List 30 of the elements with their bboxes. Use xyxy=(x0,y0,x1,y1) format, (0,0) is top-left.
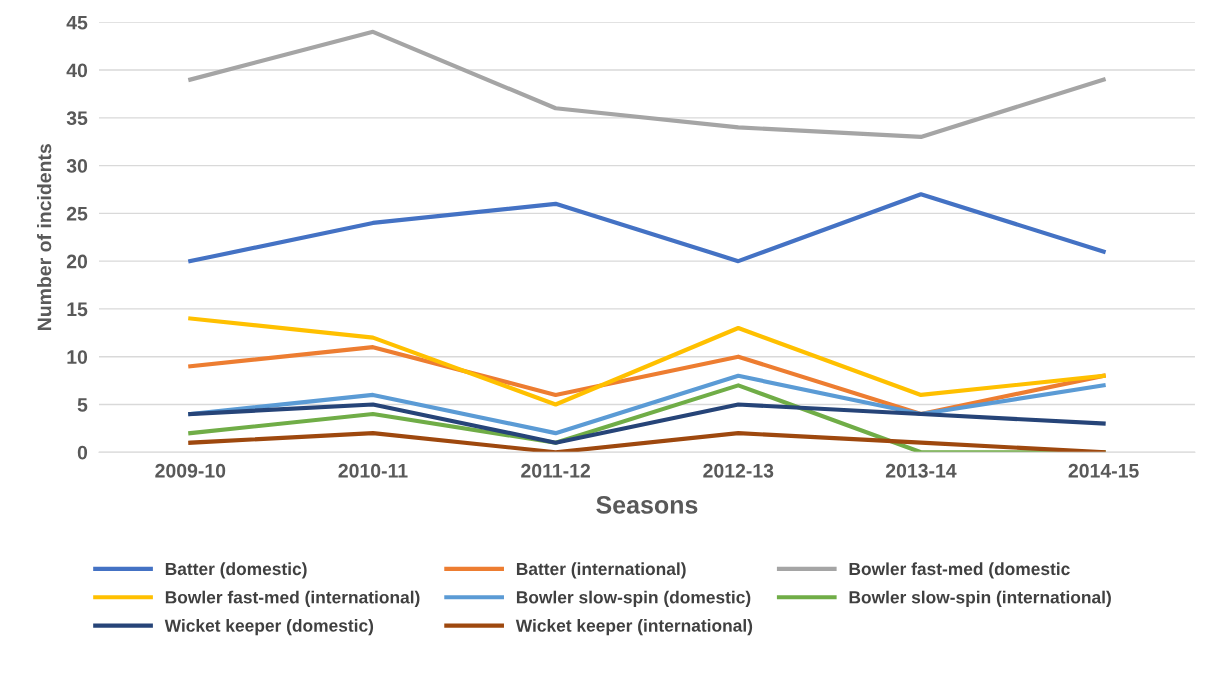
legend-label: Wicket keeper (domestic) xyxy=(164,619,374,636)
line-series xyxy=(188,192,1106,264)
y-tick-label: 35 xyxy=(66,111,88,126)
x-tick-label: 2010-11 xyxy=(338,463,408,478)
legend-label: Bowler slow-spin (international) xyxy=(849,590,1111,607)
legend-label: Wicket keeper (international) xyxy=(515,619,753,636)
y-tick-label: 45 xyxy=(66,15,88,30)
y-tick-label: 25 xyxy=(66,206,88,221)
x-tick-label: 2012-13 xyxy=(703,463,774,478)
y-tick-label: 10 xyxy=(67,350,88,364)
legend-label: Bowler fast-med (domestic xyxy=(849,562,1070,579)
x-tick-label: 2011-12 xyxy=(521,463,590,478)
line-series xyxy=(188,29,1106,140)
legend-label: Batter (domestic) xyxy=(165,562,307,579)
legend-label: Bowler fast-med (international) xyxy=(165,590,420,607)
legend-label: Bowler slow-spin (domestic) xyxy=(516,590,751,607)
x-tick-label: 2013-14 xyxy=(885,463,957,478)
x-axis-title: Seasons xyxy=(596,496,698,514)
y-tick-label: 30 xyxy=(66,159,88,173)
line-series xyxy=(188,316,1106,407)
y-tick-label: 0 xyxy=(77,445,88,460)
y-tick-label: 5 xyxy=(77,398,88,412)
x-tick-label: 2014-15 xyxy=(1068,463,1139,478)
legend-label: Batter (international) xyxy=(516,562,686,579)
y-axis-title: Number of incidents xyxy=(37,144,52,330)
line-series xyxy=(188,402,1106,445)
y-tick-label: 15 xyxy=(67,302,88,317)
y-tick-label: 40 xyxy=(66,63,88,78)
x-tick-label: 2009-10 xyxy=(155,463,226,478)
y-tick-label: 20 xyxy=(66,254,88,269)
